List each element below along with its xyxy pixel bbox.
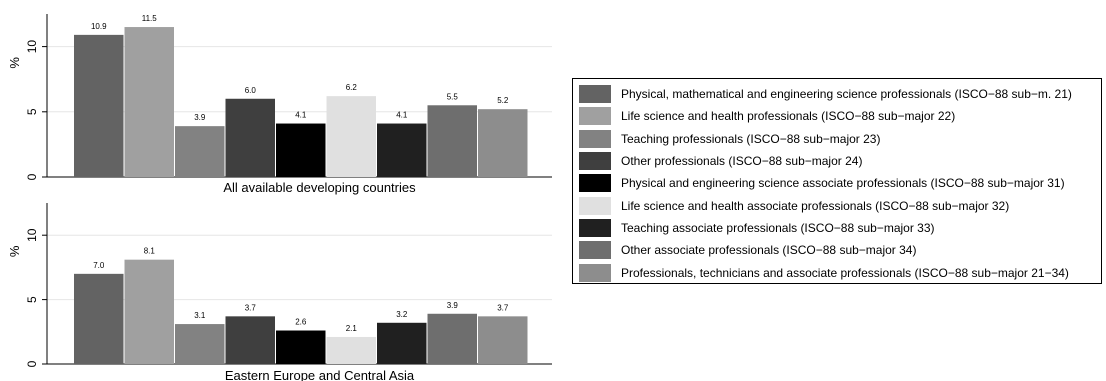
data-label: 7.0 — [93, 261, 105, 270]
data-label: 3.7 — [245, 303, 257, 312]
data-label: 10.9 — [91, 22, 107, 31]
legend-label: Other associate professionals (ISCO−88 s… — [621, 243, 917, 258]
legend-swatch — [579, 263, 611, 282]
data-label: 2.1 — [346, 324, 358, 333]
legend-item: Other associate professionals (ISCO−88 s… — [579, 239, 1095, 261]
legend-swatch — [579, 152, 611, 171]
bar — [377, 123, 427, 177]
legend-item: Other professionals (ISCO−88 sub−major 2… — [579, 150, 1095, 172]
data-label: 6.0 — [245, 86, 257, 95]
legend-swatch — [579, 85, 611, 104]
data-label: 8.1 — [144, 247, 156, 256]
data-label: 6.2 — [346, 83, 358, 92]
data-label: 3.1 — [194, 311, 206, 320]
data-label: 2.6 — [295, 318, 307, 327]
legend-item: Physical and engineering science associa… — [579, 172, 1095, 194]
legend-label: Physical and engineering science associa… — [621, 176, 1065, 191]
legend-label: Life science and health associate profes… — [621, 198, 1010, 213]
legend-swatch — [579, 241, 611, 260]
y-tick-label: 5 — [25, 296, 39, 303]
legend-label: Teaching professionals (ISCO−88 sub−majo… — [621, 131, 881, 146]
legend-label: Other professionals (ISCO−88 sub−major 2… — [621, 154, 863, 169]
panel-title: Eastern Europe and Central Asia — [225, 368, 415, 381]
y-tick-label: 10 — [25, 40, 39, 54]
legend-label: Professionals, technicians and associate… — [621, 265, 1069, 280]
legend-label: Teaching associate professionals (ISCO−8… — [621, 220, 935, 235]
data-label: 3.9 — [447, 301, 459, 310]
bar — [427, 105, 477, 177]
legend-label: Physical, mathematical and engineering s… — [621, 87, 1072, 102]
data-label: 3.7 — [497, 303, 509, 312]
bar — [225, 98, 275, 177]
legend-swatch — [579, 174, 611, 193]
legend-swatch — [579, 196, 611, 215]
bar — [74, 34, 124, 177]
bar — [478, 109, 528, 177]
bar — [276, 123, 326, 177]
data-label: 5.2 — [497, 96, 509, 105]
y-tick-label: 0 — [25, 360, 39, 367]
legend-label: Life science and health professionals (I… — [621, 109, 956, 124]
bar — [124, 27, 174, 177]
legend-item: Life science and health associate profes… — [579, 194, 1095, 216]
bar — [124, 259, 174, 364]
y-tick-label: 0 — [25, 173, 39, 180]
y-tick-label: 5 — [25, 108, 39, 115]
legend-swatch — [579, 218, 611, 237]
bar — [175, 126, 225, 177]
bar — [326, 336, 376, 364]
panel-title: All available developing countries — [223, 180, 416, 195]
legend-item: Professionals, technicians and associate… — [579, 261, 1095, 283]
legend-swatch — [579, 129, 611, 148]
y-axis-label: % — [7, 245, 22, 257]
bar — [74, 273, 124, 364]
legend-item: Teaching associate professionals (ISCO−8… — [579, 217, 1095, 239]
chart-legend: Physical, mathematical and engineering s… — [572, 78, 1102, 284]
bar — [326, 96, 376, 177]
legend-item: Physical, mathematical and engineering s… — [579, 83, 1095, 105]
data-label: 11.5 — [142, 14, 158, 23]
legend-swatch — [579, 107, 611, 126]
bar — [377, 322, 427, 364]
bar — [175, 324, 225, 364]
legend-item: Life science and health professionals (I… — [579, 105, 1095, 127]
data-label: 4.1 — [295, 111, 307, 120]
data-label: 3.2 — [396, 310, 408, 319]
y-axis-label: % — [7, 57, 22, 69]
bar — [225, 316, 275, 364]
data-label: 3.9 — [194, 113, 206, 122]
bar — [427, 313, 477, 364]
y-tick-label: 10 — [25, 228, 39, 242]
data-label: 5.5 — [447, 92, 459, 101]
bar — [276, 330, 326, 364]
legend-item: Teaching professionals (ISCO−88 sub−majo… — [579, 128, 1095, 150]
bar — [478, 316, 528, 364]
data-label: 4.1 — [396, 111, 408, 120]
